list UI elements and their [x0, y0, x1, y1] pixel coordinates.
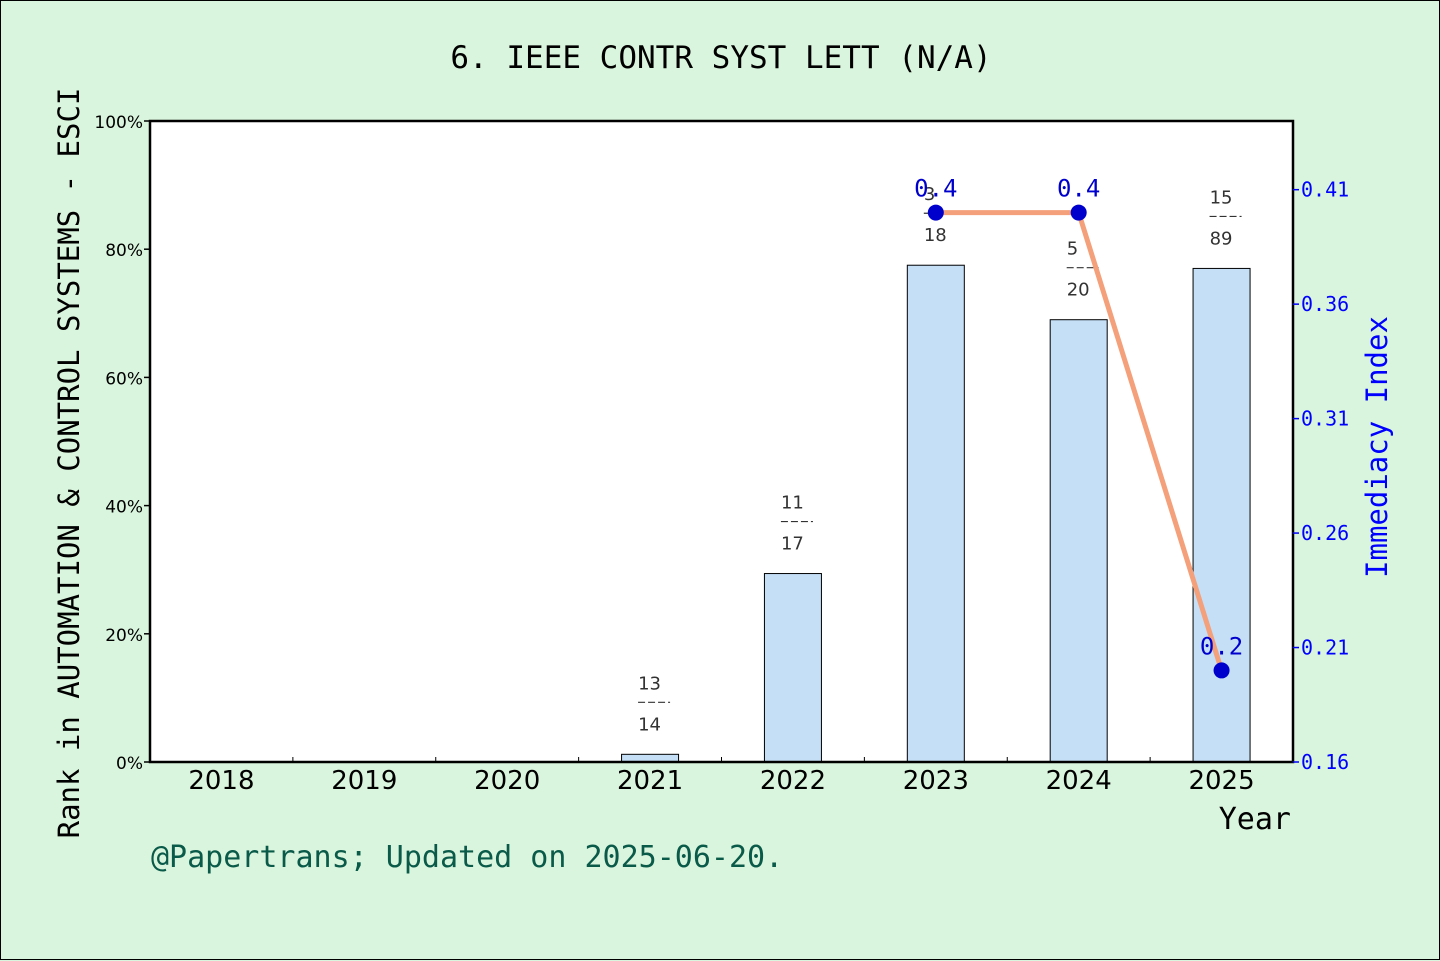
- bar: [763, 573, 822, 763]
- y-axis-ticks: 0% 20% 40% 60% 80% 100%: [94, 113, 150, 774]
- y-tick-label: 40%: [105, 498, 143, 518]
- bar: [906, 264, 965, 763]
- bar-total-label: 89: [1210, 228, 1233, 249]
- bar: [1192, 267, 1251, 763]
- bar-rank-label: 13: [638, 673, 661, 694]
- y-axis-label: Rank in AUTOMATION & CONTROL SYSTEMS - E…: [52, 88, 86, 839]
- immediacy-point: [1213, 662, 1230, 679]
- immediacy-value-label: 0.2: [1200, 632, 1243, 660]
- y2-tick-label: 0.36: [1301, 292, 1349, 316]
- y-tick-label: 100%: [94, 113, 143, 133]
- chart-title: 6. IEEE CONTR SYST LETT (N/A): [450, 40, 991, 76]
- bar-total-label: 18: [924, 225, 947, 246]
- x-axis-label: Year: [1219, 802, 1291, 837]
- x-tick-label: 2025: [1188, 766, 1254, 796]
- x-axis-ticks: 2018 2019 2020 2021 2022 2023 2024 2025: [188, 757, 1255, 796]
- bar-rank-label: 11: [781, 493, 804, 514]
- bar-total-label: 17: [781, 534, 804, 555]
- x-tick-label: 2021: [617, 766, 683, 796]
- immediacy-point: [1070, 204, 1087, 221]
- y2-tick-label: 0.41: [1301, 178, 1349, 202]
- bar-total-label: 14: [638, 714, 661, 735]
- immediacy-value-label: 0.4: [914, 175, 957, 203]
- y-tick-label: 80%: [105, 241, 143, 261]
- x-tick-label: 2018: [188, 766, 254, 796]
- immediacy-value-label: 0.4: [1057, 175, 1100, 203]
- y-tick-label: 20%: [105, 626, 143, 646]
- y-tick-label: 0%: [116, 754, 143, 774]
- y-tick-label: 60%: [105, 369, 143, 389]
- y2-tick-label: 0.26: [1301, 521, 1349, 545]
- bars-layer: [621, 264, 1251, 763]
- x-tick-label: 2022: [760, 766, 826, 796]
- y2-tick-label: 0.21: [1301, 636, 1349, 660]
- immediacy-line-layer: 0.4 0.4 0.2: [914, 175, 1243, 679]
- y2-axis-ticks: 0.16 0.21 0.26 0.31 0.36 0.41: [1293, 178, 1349, 774]
- bar: [1049, 319, 1108, 763]
- x-tick-label: 2019: [331, 766, 397, 796]
- y2-tick-label: 0.16: [1301, 750, 1349, 774]
- y2-axis-label: Immediacy Index: [1360, 316, 1394, 578]
- x-tick-label: 2020: [474, 766, 540, 796]
- x-tick-label: 2023: [903, 766, 969, 796]
- bar-total-label: 20: [1067, 280, 1090, 301]
- bar-rank-label: 5: [1067, 239, 1078, 260]
- immediacy-point: [927, 204, 944, 221]
- footer-note: @Papertrans; Updated on 2025-06-20.: [151, 840, 783, 875]
- x-tick-label: 2024: [1046, 766, 1112, 796]
- plot-area: [150, 121, 1293, 762]
- bar-rank-label: 15: [1210, 187, 1233, 208]
- bar-rank-label: 3: [924, 184, 935, 205]
- bar-labels-layer: 13 14 11 17 3 18 5 20 15 89: [638, 184, 1242, 735]
- y2-tick-label: 0.31: [1301, 407, 1349, 431]
